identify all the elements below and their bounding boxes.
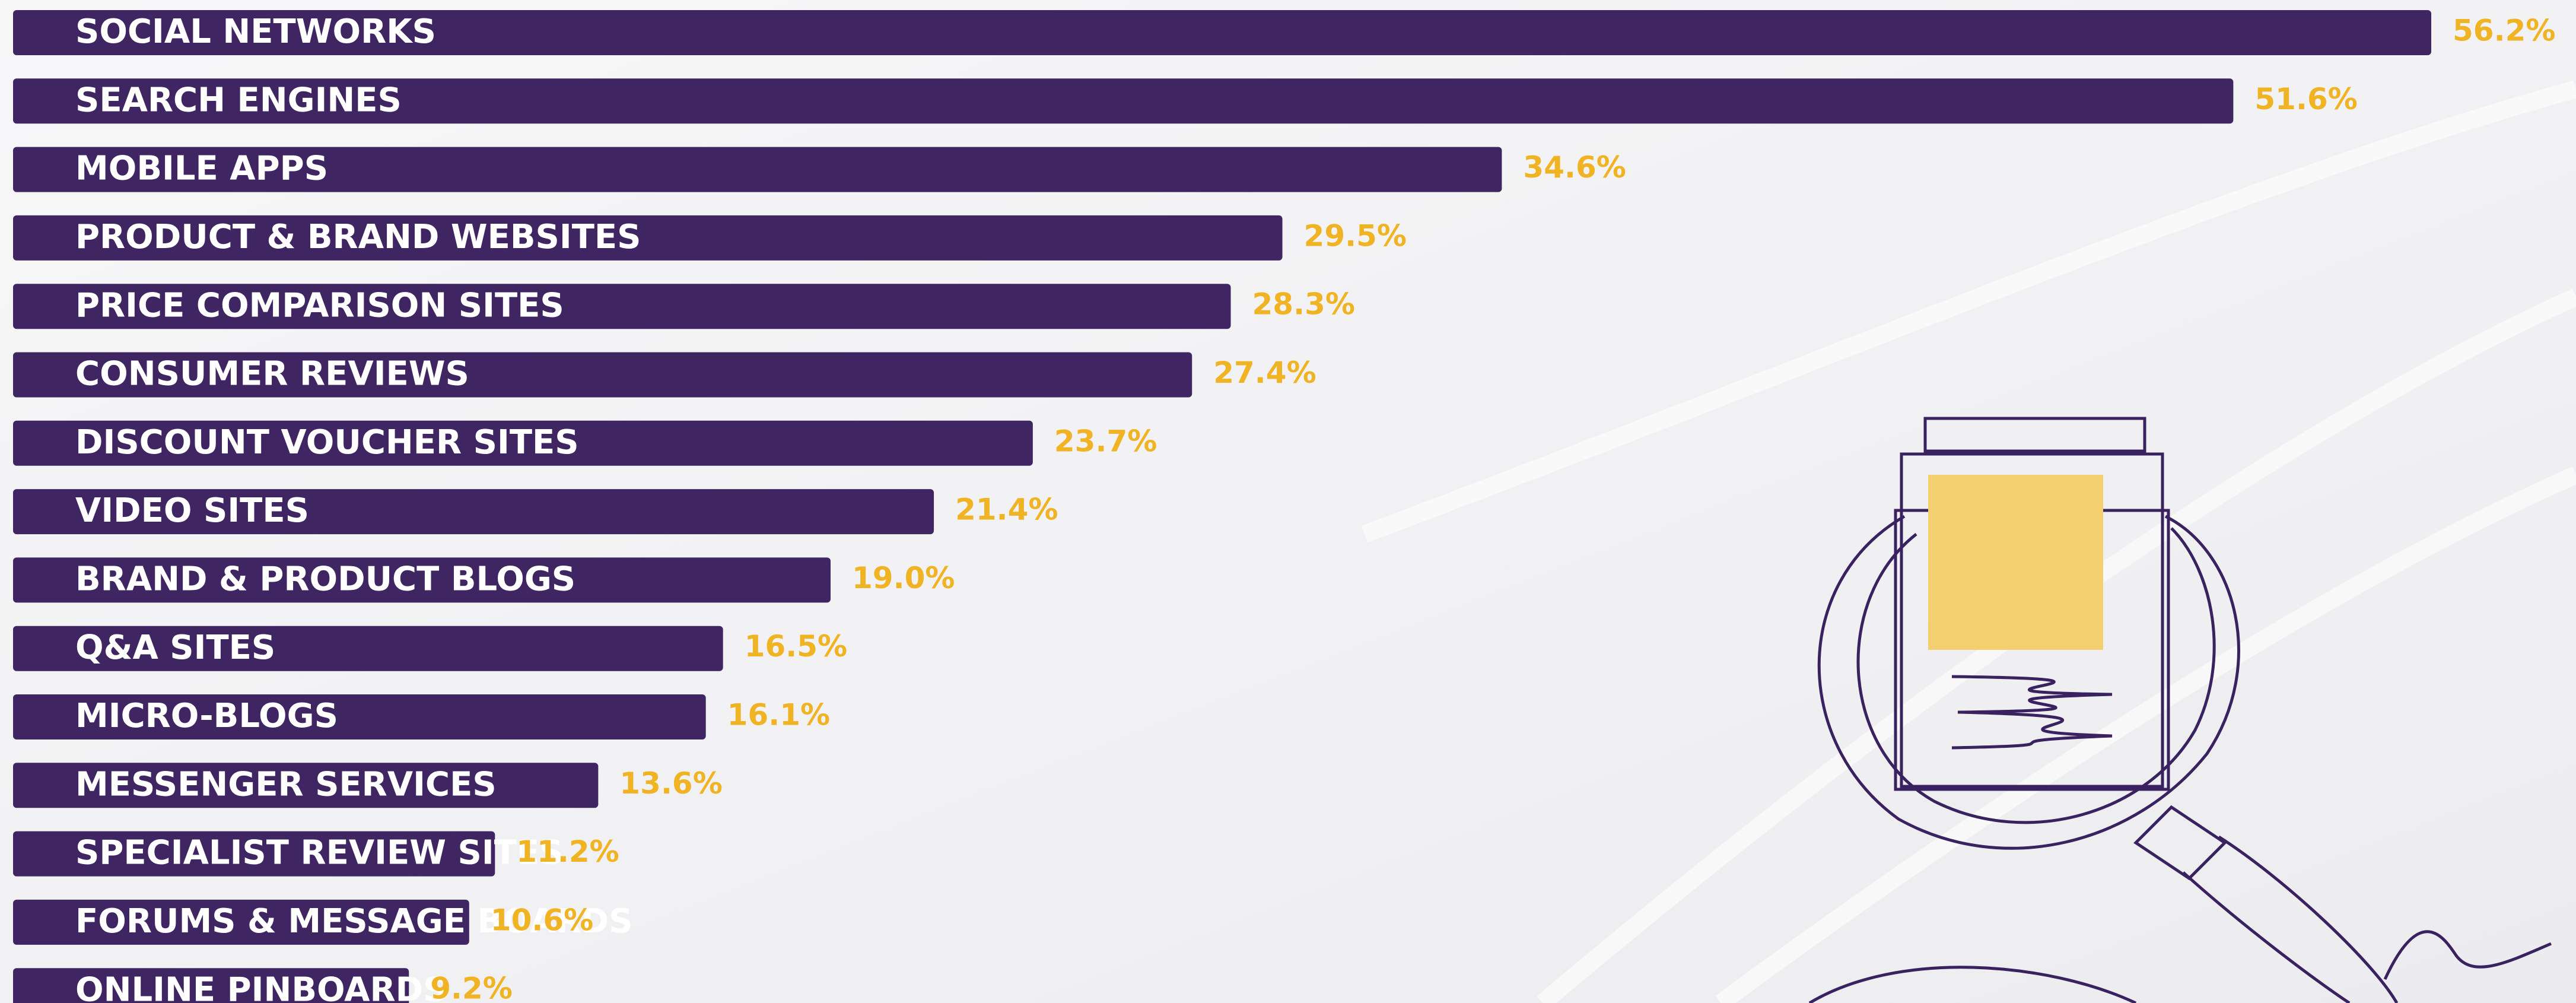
- category-label: SPECIALIST REVIEW SITES: [75, 834, 563, 872]
- value-label: 28.3%: [1252, 287, 1355, 322]
- category-label: DISCOUNT VOUCHER SITES: [75, 423, 579, 462]
- category-label: PRODUCT & BRAND WEBSITES: [75, 218, 641, 256]
- value-label: 29.5%: [1304, 218, 1407, 253]
- value-label: 11.2%: [516, 834, 619, 869]
- value-label: 27.4%: [1213, 356, 1316, 390]
- value-label: 10.6%: [491, 903, 593, 937]
- category-label: ONLINE PINBOARDS: [75, 970, 447, 1003]
- category-label: MICRO-BLOGS: [75, 697, 338, 735]
- page: {"chart_data": {"type": "bar", "orientat…: [0, 0, 2576, 1003]
- value-label: 23.7%: [1054, 424, 1157, 458]
- value-label: 56.2%: [2453, 14, 2555, 48]
- category-label: PRICE COMPARISON SITES: [75, 286, 564, 325]
- category-label: MESSENGER SERVICES: [75, 765, 497, 804]
- value-label: 9.2%: [430, 972, 513, 1003]
- category-label: SOCIAL NETWORKS: [75, 12, 436, 51]
- value-label: 16.5%: [745, 629, 847, 664]
- value-label: 51.6%: [2254, 82, 2357, 116]
- category-label: VIDEO SITES: [75, 491, 309, 530]
- category-label: BRAND & PRODUCT BLOGS: [75, 560, 575, 599]
- category-label: CONSUMER REVIEWS: [75, 355, 469, 393]
- value-label: 16.1%: [727, 698, 830, 732]
- category-label: Q&A SITES: [75, 629, 275, 667]
- value-label: 21.4%: [955, 493, 1058, 527]
- chart: SOCIAL NETWORKS 56.2% SEARCH ENGINES 51.6% M…: [0, 0, 2576, 1003]
- value-label: 19.0%: [852, 561, 955, 595]
- value-label: 13.6%: [619, 766, 722, 801]
- category-label: SEARCH ENGINES: [75, 81, 402, 119]
- value-label: 34.6%: [1523, 150, 1626, 185]
- category-label: MOBILE APPS: [75, 150, 328, 188]
